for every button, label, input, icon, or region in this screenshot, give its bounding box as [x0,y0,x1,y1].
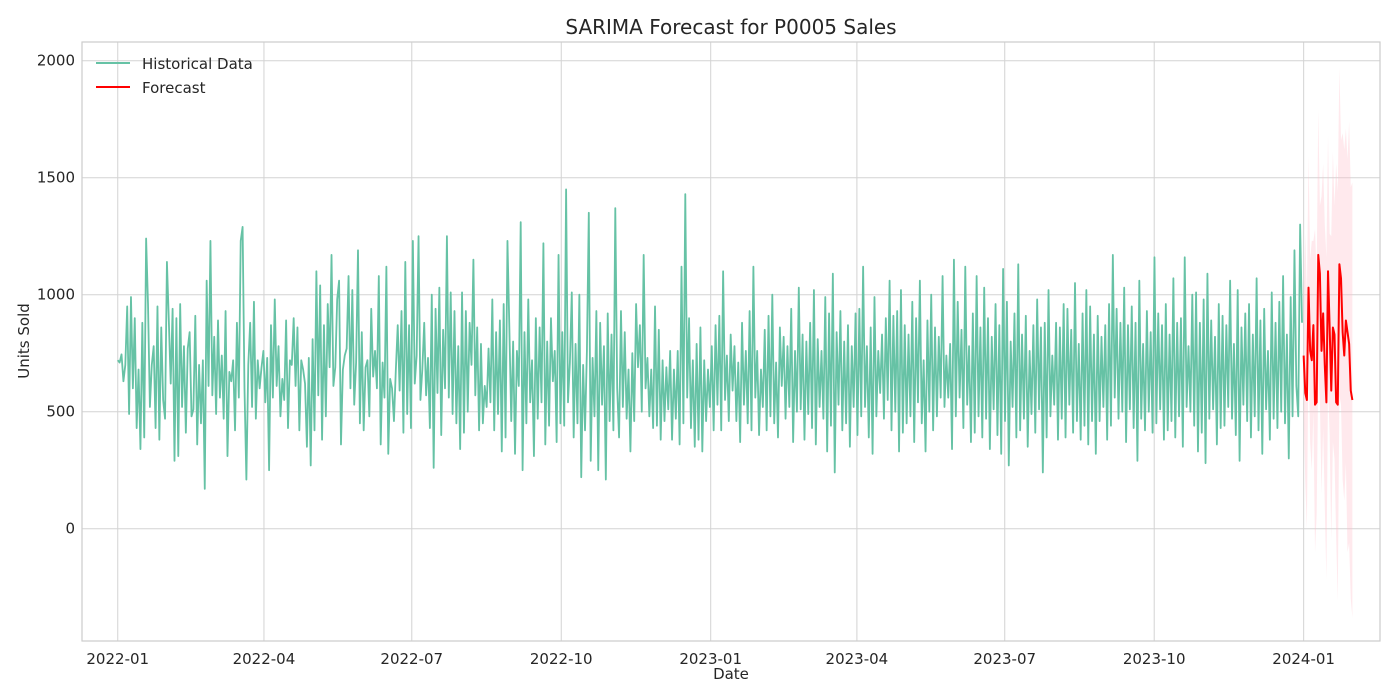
y-tick-label-1: 500 [46,403,75,421]
x-tick-label-2: 2022-07 [380,650,443,668]
x-tick-label-3: 2022-10 [530,650,593,668]
legend-label-forecast: Forecast [142,79,206,97]
plot-frame [81,41,1381,642]
tick-label-layer: 2022-01 2022-04 2022-07 2022-10 2023-01 2023-… [37,52,1335,668]
y-tick-label-4: 2000 [37,52,75,70]
x-tick-label-7: 2023-10 [1123,650,1186,668]
y-tick-label-0: 0 [65,520,75,538]
x-axis-label: Date [713,665,749,683]
legend: Historical Data Forecast [96,55,253,97]
x-tick-label-6: 2023-07 [973,650,1036,668]
y-tick-label-3: 1500 [37,169,75,187]
y-axis-label: Units Sold [15,303,33,379]
series-layer [117,188,1354,490]
x-tick-label-0: 2022-01 [86,650,149,668]
x-tick-label-4: 2023-01 [679,650,742,668]
series-line-historical-data [117,188,1303,490]
x-tick-label-5: 2023-04 [826,650,889,668]
series-line-forecast [1302,253,1354,406]
x-tick-label-1: 2022-04 [233,650,296,668]
legend-label-historical-data: Historical Data [142,55,253,73]
y-tick-label-2: 1000 [37,286,75,304]
chart-title: SARIMA Forecast for P0005 Sales [565,15,896,39]
x-tick-label-8: 2024-01 [1272,650,1335,668]
